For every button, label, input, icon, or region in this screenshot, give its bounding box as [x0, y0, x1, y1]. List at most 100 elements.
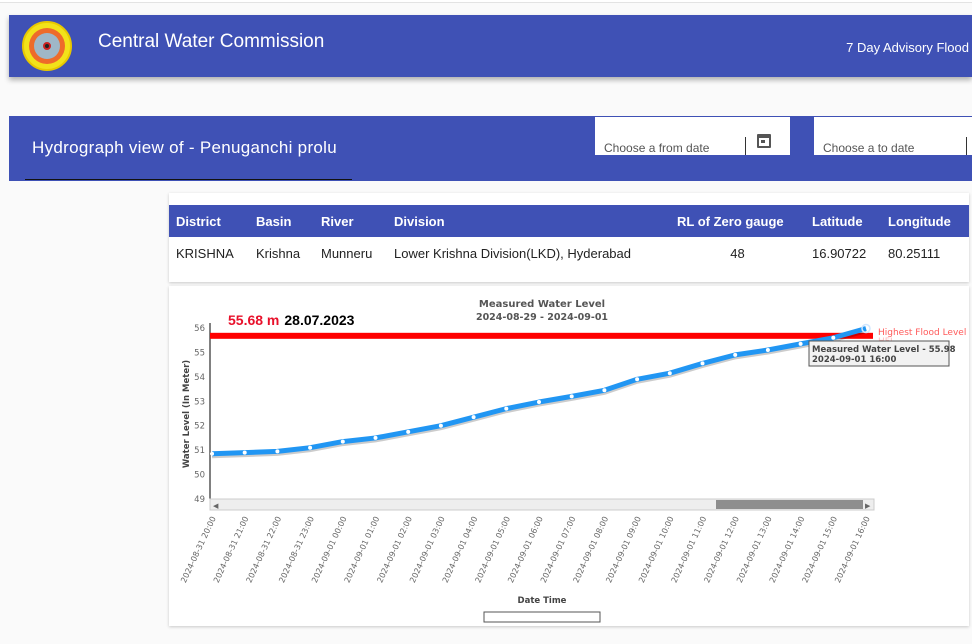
col-district: District: [169, 205, 249, 237]
data-point[interactable]: [602, 388, 607, 393]
col-rl-zero-gauge: RL of Zero gauge: [670, 205, 805, 237]
from-date-field[interactable]: Choose a from date: [595, 117, 790, 155]
y-tick-label: 52: [194, 422, 205, 432]
water-level-line: [211, 326, 867, 457]
tooltip: Measured Water Level - 55.98 2024-09-01 …: [808, 340, 956, 367]
to-date-field[interactable]: Choose a to date: [814, 117, 972, 155]
data-point[interactable]: [373, 435, 378, 440]
station-info-table: District Basin River Division RL of Zero…: [169, 205, 969, 270]
x-tick-label: 2024-09-01 00:00: [310, 515, 349, 584]
app-title: Central Water Commission: [98, 31, 325, 52]
data-point[interactable]: [504, 406, 509, 411]
hfl-line: [210, 332, 873, 339]
top-border: [0, 0, 972, 3]
x-tick-label: 2024-09-01 15:00: [800, 515, 839, 584]
to-date-placeholder: Choose a to date: [823, 141, 915, 155]
chart-subtitle: 2024-08-29 - 2024-09-01: [476, 312, 608, 323]
scroll-left-arrow[interactable]: ◀: [213, 502, 219, 510]
data-point[interactable]: [798, 341, 803, 346]
data-point[interactable]: [308, 445, 313, 450]
col-river: River: [314, 205, 387, 237]
y-tick-label: 49: [194, 495, 205, 505]
tooltip-time: 2024-09-01 16:00: [812, 355, 896, 365]
x-tick-label: 2024-09-01 03:00: [408, 515, 447, 584]
scrollbar-thumb[interactable]: [716, 500, 863, 509]
data-point[interactable]: [406, 429, 411, 434]
calendar-icon[interactable]: [757, 134, 771, 148]
data-point[interactable]: [831, 335, 836, 340]
y-tick-label: 50: [194, 471, 205, 481]
x-tick-label: 2024-09-01 14:00: [768, 515, 807, 584]
col-latitude: Latitude: [805, 205, 881, 237]
hydrograph-toolbar: Hydrograph view of - Penuganchi prolu Ch…: [9, 116, 972, 181]
data-point[interactable]: [537, 400, 541, 405]
x-tick-label: 2024-09-01 13:00: [735, 515, 774, 584]
x-tick-label: 2024-08-31 23:00: [277, 515, 316, 584]
input-cursor: [966, 137, 967, 155]
from-date-placeholder: Choose a from date: [604, 141, 710, 155]
y-tick-label: 54: [194, 373, 205, 383]
data-point[interactable]: [700, 361, 705, 366]
data-point[interactable]: [765, 347, 770, 352]
x-tick-label: 2024-08-31 21:00: [212, 515, 251, 584]
x-tick-label: 2024-09-01 01:00: [343, 515, 382, 584]
y-tick-label: 55: [194, 348, 205, 358]
export-button[interactable]: [483, 611, 601, 623]
y-tick-label: 53: [194, 397, 205, 407]
x-tick-label: 2024-09-01 06:00: [506, 515, 545, 584]
x-tick-label: 2024-09-01 07:00: [539, 515, 578, 584]
x-tick-label: 2024-09-01 04:00: [441, 515, 480, 584]
legend-hfl[interactable]: Highest Flood Level: [878, 328, 966, 338]
x-tick-label: 2024-09-01 12:00: [702, 515, 741, 584]
cell-rl-zero-gauge: 48: [730, 246, 745, 261]
col-division: Division: [387, 205, 670, 237]
x-tick-label: 2024-09-01 05:00: [473, 515, 512, 584]
data-point[interactable]: [340, 439, 345, 444]
input-cursor: [745, 137, 746, 155]
scroll-right-arrow[interactable]: ▶: [865, 502, 871, 510]
hfl-date: 28.07.2023: [284, 312, 354, 328]
cell-latitude: 16.90722: [812, 246, 867, 261]
y-axis-label: Water Level (In Meter): [182, 360, 192, 468]
cell-longitude: 80.25111: [888, 246, 941, 261]
hfl-value: 55.68 m: [228, 312, 279, 328]
data-point[interactable]: [210, 451, 214, 456]
chart-title: Measured Water Level: [479, 299, 605, 310]
x-tick-label: 2024-09-01 09:00: [604, 515, 643, 584]
x-tick-label: 2024-09-01 16:00: [833, 515, 872, 584]
horizontal-scrollbar[interactable]: [209, 498, 875, 511]
hfl-note: 55.68 m 28.07.2023: [228, 312, 355, 328]
cell-river: Munneru: [321, 246, 373, 261]
x-tick-label: 2024-08-31 22:00: [245, 515, 284, 584]
tooltip-value: Measured Water Level - 55.98: [812, 345, 956, 355]
data-point[interactable]: [635, 377, 640, 382]
hydrograph-title: Hydrograph view of - Penuganchi prolu: [32, 138, 337, 157]
table-row: KRISHNA Krishna Munneru Lower Krishna Di…: [169, 237, 969, 270]
y-tick-label: 56: [194, 324, 205, 334]
x-axis-label: Date Time: [518, 596, 567, 606]
data-point[interactable]: [471, 415, 476, 420]
cell-basin: Krishna: [256, 246, 301, 261]
cell-division: Lower Krishna Division(LKD), Hyderabad: [394, 246, 631, 261]
data-point[interactable]: [569, 394, 574, 399]
data-point[interactable]: [733, 352, 738, 357]
x-tick-label: 2024-09-01 11:00: [670, 515, 709, 584]
app-header: Central Water Commission 7 Day Advisory …: [9, 15, 972, 77]
data-point[interactable]: [242, 450, 247, 455]
data-point[interactable]: [275, 449, 280, 454]
tooltip-box: [808, 340, 950, 367]
advisory-link[interactable]: 7 Day Advisory Flood: [846, 40, 969, 55]
data-point[interactable]: [861, 323, 871, 334]
col-longitude: Longitude: [881, 205, 969, 237]
title-underline: [25, 179, 352, 180]
x-tick-label: 2024-08-31 20:00: [179, 515, 218, 584]
data-point[interactable]: [667, 371, 672, 376]
cell-district: KRISHNA: [176, 246, 234, 261]
station-info-card: District Basin River Division RL of Zero…: [169, 193, 969, 282]
col-basin: Basin: [249, 205, 314, 237]
data-point[interactable]: [438, 423, 443, 428]
x-tick-label: 2024-09-01 08:00: [572, 515, 611, 584]
cwc-logo: [22, 21, 72, 71]
y-tick-label: 51: [194, 446, 205, 456]
